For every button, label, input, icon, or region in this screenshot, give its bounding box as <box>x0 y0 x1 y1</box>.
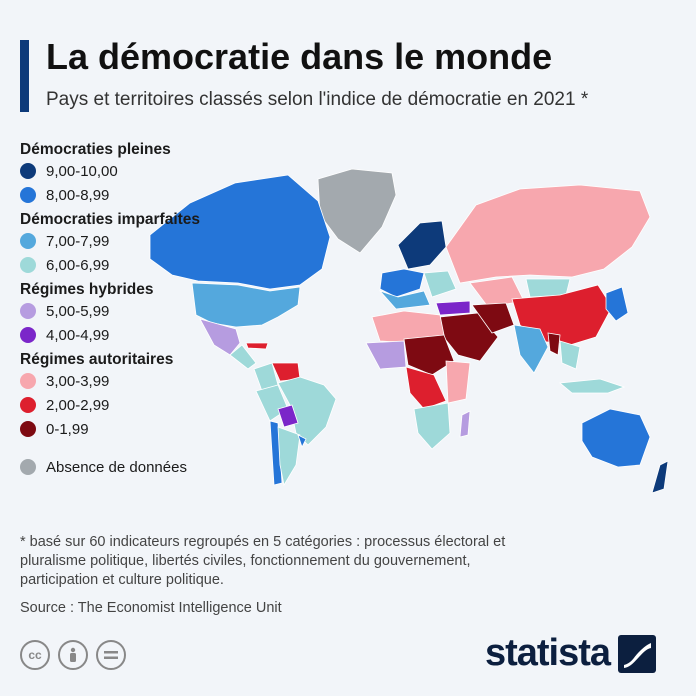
map-region-east-africa <box>445 360 471 404</box>
map-region-sahel <box>403 334 455 376</box>
map-region-indonesia-philippines <box>559 378 626 394</box>
legend-item-label: 6,00-6,99 <box>46 256 110 274</box>
legend-item: 6,00-6,99 <box>20 253 230 277</box>
map-region-argentina <box>277 426 301 487</box>
map-region-russia <box>445 184 651 284</box>
page-subtitle: Pays et territoires classés selon l'indi… <box>46 89 589 110</box>
license-icons: cc <box>20 640 126 670</box>
map-region-greenland <box>317 168 397 254</box>
map-region-eastern-europe <box>423 270 457 298</box>
legend-category-label: Démocraties imparfaites <box>20 211 201 228</box>
legend-item-label: 2,00-2,99 <box>46 396 110 414</box>
legend-item-label: Absence de données <box>46 458 187 476</box>
map-region-west-africa <box>365 340 407 370</box>
map-region-uruguay <box>297 434 307 449</box>
map-region-bolivia <box>277 404 299 428</box>
swatch-icon <box>20 257 36 273</box>
map-region-cuba <box>245 342 269 350</box>
map-region-madagascar <box>459 410 471 438</box>
map-region-western-europe <box>379 268 425 298</box>
map-region-turkey <box>435 300 471 316</box>
page-title: La démocratie dans le monde <box>46 36 553 77</box>
legend-item-label: 8,00-8,99 <box>46 186 110 204</box>
source-text: Source : The Economist Intelligence Unit <box>20 600 282 616</box>
swatch-icon <box>20 303 36 319</box>
swatch-icon <box>20 421 36 437</box>
swatch-icon <box>20 187 36 203</box>
map-region-southeast-asia <box>559 340 581 370</box>
legend-item: 3,00-3,99 <box>20 369 230 393</box>
legend-item: 5,00-5,99 <box>20 299 230 323</box>
no-derivatives-icon[interactable] <box>96 640 126 670</box>
map-region-india <box>513 324 549 374</box>
legend-item-label: 3,00-3,99 <box>46 372 110 390</box>
legend-item-label: 0-1,99 <box>46 420 89 438</box>
legend-item: 0-1,99 <box>20 417 230 441</box>
legend-item: 4,00-4,99 <box>20 323 230 347</box>
map-region-central-america <box>229 344 257 370</box>
legend-item: 9,00-10,00 <box>20 159 230 183</box>
map-region-mexico <box>199 318 241 356</box>
legend-group-authoritarian-regimes: Régimes autoritaires 3,00-3,99 2,00-2,99… <box>20 350 230 441</box>
world-map <box>149 168 669 494</box>
statista-brand[interactable]: statista <box>485 632 656 675</box>
map-region-southern-europe <box>378 290 431 310</box>
cc-icon[interactable]: cc <box>20 640 50 670</box>
legend-item-label: 9,00-10,00 <box>46 162 118 180</box>
attribution-icon[interactable] <box>58 640 88 670</box>
swatch-icon <box>20 163 36 179</box>
legend-item: 8,00-8,99 <box>20 183 230 207</box>
legend-item: 2,00-2,99 <box>20 393 230 417</box>
brand-wordmark: statista <box>484 632 611 674</box>
legend-category-label: Régimes hybrides <box>20 281 154 298</box>
swatch-icon <box>20 327 36 343</box>
legend-category-label: Démocraties pleines <box>20 141 171 158</box>
map-region-southern-africa <box>413 402 451 450</box>
map-region-canada <box>149 174 331 290</box>
map-region-myanmar <box>547 332 561 356</box>
legend-item: 7,00-7,99 <box>20 229 230 253</box>
map-region-australia <box>581 408 651 468</box>
map-region-japan-korea <box>605 286 629 322</box>
map-region-usa <box>191 282 301 328</box>
swatch-icon <box>20 459 36 475</box>
legend-item-label: 5,00-5,99 <box>46 302 110 320</box>
legend-group-hybrid-regimes: Régimes hybrides 5,00-5,99 4,00-4,99 <box>20 280 230 347</box>
legend-item-no-data: Absence de données <box>20 455 230 479</box>
swatch-icon <box>20 233 36 249</box>
map-region-central-africa <box>405 366 447 410</box>
statista-logo-icon <box>618 634 656 673</box>
legend-item-label: 4,00-4,99 <box>46 326 110 344</box>
swatch-icon <box>20 373 36 389</box>
legend-group-flawed-democracies: Démocraties imparfaites 7,00-7,99 6,00-6… <box>20 210 230 277</box>
footnote: * basé sur 60 indicateurs regroupés en 5… <box>20 534 506 588</box>
title-accent-bar <box>20 40 29 112</box>
map-region-scandinavia <box>397 220 447 270</box>
legend-category-label: Régimes autoritaires <box>20 351 174 368</box>
legend-group-full-democracies: Démocraties pleines 9,00-10,00 8,00-8,99 <box>20 140 230 207</box>
map-region-chile <box>269 420 283 486</box>
legend: Démocraties pleines 9,00-10,00 8,00-8,99… <box>20 137 230 479</box>
swatch-icon <box>20 397 36 413</box>
map-region-new-zealand <box>651 460 669 494</box>
legend-item-label: 7,00-7,99 <box>46 232 110 250</box>
